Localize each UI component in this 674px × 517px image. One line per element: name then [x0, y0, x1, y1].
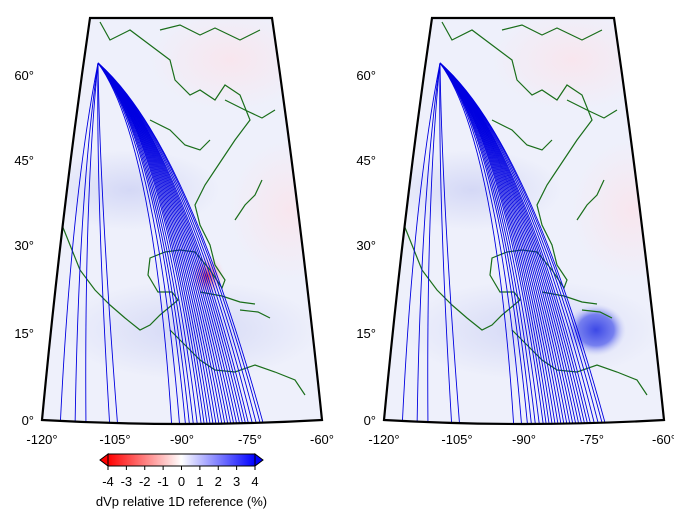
- latitude-label: 60°: [356, 68, 376, 83]
- latitude-label: 45°: [356, 153, 376, 168]
- coastline: [581, 309, 613, 319]
- ray-path: [427, 62, 441, 424]
- longitude-label: -60°: [652, 432, 674, 447]
- latitude-label: 15°: [14, 326, 34, 341]
- coastline: [403, 21, 593, 331]
- map-content: [384, 18, 664, 424]
- longitude-label: -60°: [310, 432, 334, 447]
- ray-path: [439, 62, 523, 424]
- colorbar-tick-label: -2: [139, 474, 151, 489]
- coastline: [224, 99, 276, 119]
- colorbar-tick-label: -3: [121, 474, 133, 489]
- coastline: [576, 179, 605, 221]
- colorbar-tick-label: 2: [215, 474, 222, 489]
- latitude-label: 15°: [356, 326, 376, 341]
- blue-zone: [60, 280, 320, 380]
- coastline: [234, 179, 263, 221]
- ray-path: [439, 62, 608, 424]
- coastline: [149, 119, 211, 151]
- blue-zone: [384, 150, 562, 230]
- ray-path: [416, 62, 441, 424]
- colorbar-tick-label: 3: [233, 474, 240, 489]
- longitude-label: -120°: [368, 432, 399, 447]
- coastline: [566, 99, 618, 119]
- colorbar: [107, 453, 256, 467]
- pink-zone: [492, 18, 652, 110]
- latitude-label: 30°: [356, 238, 376, 253]
- ray-path: [74, 62, 99, 424]
- anomaly: [189, 254, 225, 298]
- colorbar-tick-label: 4: [251, 474, 258, 489]
- map-panel: 60° 45° 30° 15° 0° -120° -105° -90° -75° -60°: [14, 16, 334, 447]
- coastline: [61, 21, 251, 331]
- colorbar-arrow-high: [254, 453, 264, 467]
- longitude-label: -75°: [580, 432, 604, 447]
- latitude-label: 45°: [14, 153, 34, 168]
- coastline: [491, 119, 553, 151]
- map-content: [42, 18, 322, 424]
- coastline: [239, 309, 271, 319]
- map-frame: [382, 16, 666, 426]
- ray-path: [97, 62, 173, 424]
- colorbar-arrow-low: [99, 453, 109, 467]
- longitude-label: -90°: [170, 432, 194, 447]
- ray-path: [97, 62, 111, 424]
- pink-zone: [230, 140, 322, 280]
- ray-path: [439, 62, 453, 424]
- longitude-label: -120°: [26, 432, 57, 447]
- ray-path: [59, 62, 99, 424]
- ray-path: [439, 62, 461, 424]
- longitude-label: -75°: [238, 432, 262, 447]
- coastline: [501, 24, 603, 41]
- coastline: [159, 24, 261, 41]
- map-panel: 60° 45° 30° 15° 0° -120° -105° -90° -75° -60°: [356, 16, 674, 447]
- pink-zone: [150, 18, 310, 110]
- latitude-label: 0°: [22, 413, 34, 428]
- ray-path: [85, 62, 99, 424]
- colorbar-label: dVp relative 1D reference (%): [96, 494, 267, 509]
- latitude-label: 60°: [14, 68, 34, 83]
- colorbar-tick-label: -4: [102, 474, 114, 489]
- longitude-label: -90°: [512, 432, 536, 447]
- ray-path: [401, 62, 441, 424]
- colorbar-tick-label: -1: [157, 474, 169, 489]
- latitude-label: 0°: [364, 413, 376, 428]
- ray-path: [97, 62, 266, 424]
- latitude-label: 30°: [14, 238, 34, 253]
- longitude-label: -105°: [99, 432, 130, 447]
- colorbar-tick-label: 1: [196, 474, 203, 489]
- map-frame: [40, 16, 324, 426]
- ray-path: [97, 62, 119, 424]
- longitude-label: -105°: [441, 432, 472, 447]
- ray-path: [97, 62, 181, 424]
- blue-zone: [42, 150, 220, 230]
- colorbar-tick-label: 0: [178, 474, 185, 489]
- ray-path: [439, 62, 515, 424]
